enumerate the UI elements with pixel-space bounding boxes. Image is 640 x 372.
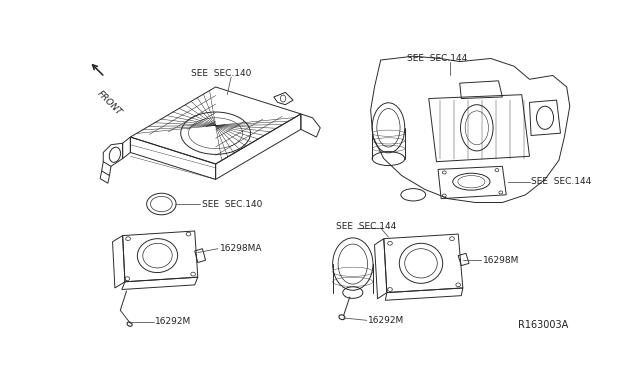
Text: SEE  SEC.144: SEE SEC.144 (407, 54, 467, 63)
Text: SEE  SEC.144: SEE SEC.144 (531, 177, 591, 186)
Text: 16298MA: 16298MA (220, 244, 262, 253)
Text: 16298M: 16298M (483, 256, 520, 265)
Text: SEE  SEC.140: SEE SEC.140 (191, 70, 251, 78)
Text: 16292M: 16292M (155, 317, 191, 326)
Text: R163003A: R163003A (518, 320, 568, 330)
Text: FRONT: FRONT (95, 89, 124, 118)
Text: SEE  SEC.140: SEE SEC.140 (202, 199, 262, 209)
Text: SEE  SEC.144: SEE SEC.144 (336, 222, 396, 231)
Text: 16292M: 16292M (368, 316, 404, 325)
